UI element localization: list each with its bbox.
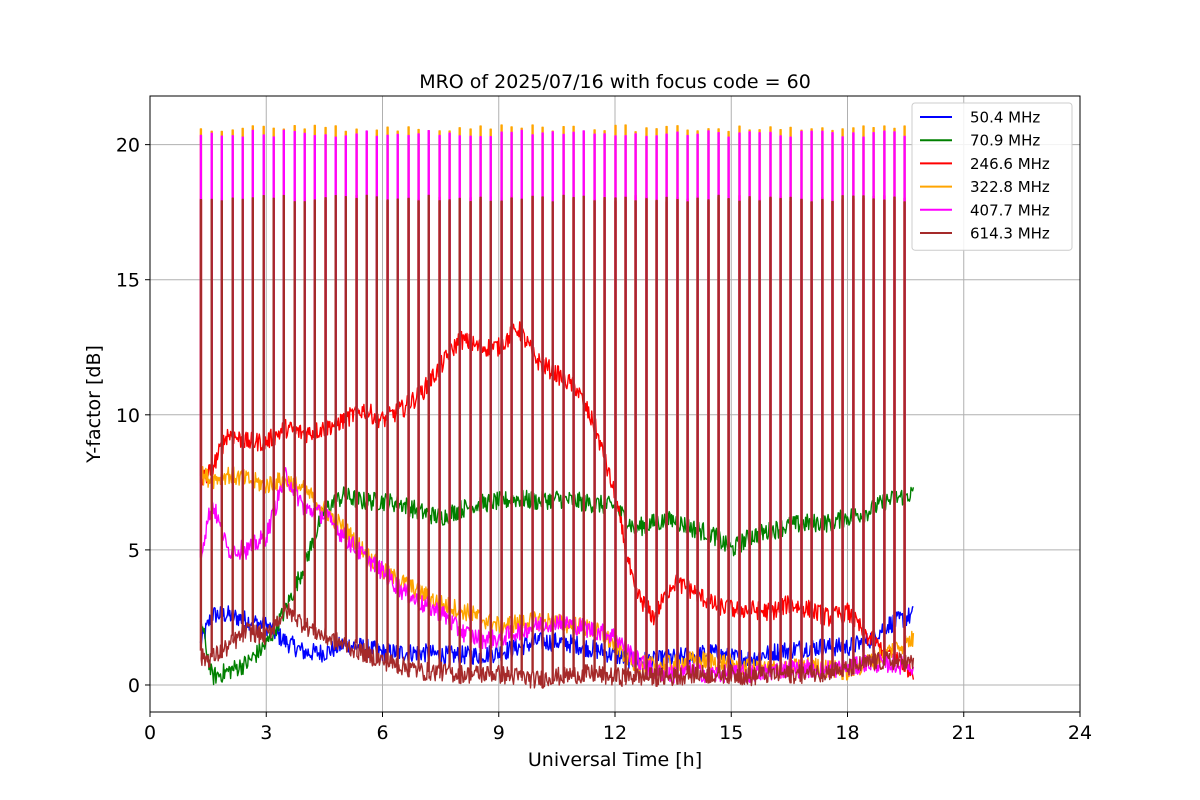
chart-title: MRO of 2025/07/16 with focus code = 60	[419, 71, 811, 93]
y-tick-label: 0	[128, 675, 140, 697]
x-axis: 0 3 6 9 12 15 18 21 24	[144, 712, 1092, 744]
x-tick-label: 9	[493, 722, 505, 744]
x-tick-label: 15	[719, 722, 743, 744]
y-tick-label: 15	[116, 270, 140, 292]
plot-area	[199, 124, 915, 689]
series-layer	[199, 124, 915, 689]
series-line	[199, 194, 915, 680]
x-tick-label: 18	[835, 722, 859, 744]
legend-label: 322.8 MHz	[970, 178, 1050, 196]
legend: 50.4 MHz 70.9 MHz 246.6 MHz 322.8 MHz 407.7…	[911, 102, 1073, 251]
x-tick-label: 0	[144, 722, 156, 744]
y-axis-label: Y-factor [dB]	[83, 345, 105, 464]
x-tick-label: 21	[952, 722, 976, 744]
y-axis: 0 5 10 15 20	[116, 135, 150, 697]
series-line	[199, 194, 915, 689]
x-tick-label: 12	[603, 722, 627, 744]
series-line	[199, 129, 915, 684]
y-tick-label: 10	[116, 405, 140, 427]
series-line	[199, 605, 914, 671]
y-tick-label: 20	[116, 135, 140, 157]
legend-label: 246.6 MHz	[970, 155, 1050, 173]
legend-label: 614.3 MHz	[970, 225, 1050, 243]
x-tick-label: 24	[1068, 722, 1092, 744]
legend-label: 407.7 MHz	[970, 201, 1050, 219]
x-axis-label: Universal Time [h]	[528, 749, 702, 771]
legend-label: 70.9 MHz	[970, 132, 1040, 150]
x-tick-label: 3	[260, 722, 272, 744]
series-line	[199, 486, 915, 686]
y-tick-label: 5	[128, 540, 140, 562]
x-tick-label: 6	[376, 722, 388, 744]
legend-label: 50.4 MHz	[970, 109, 1040, 127]
